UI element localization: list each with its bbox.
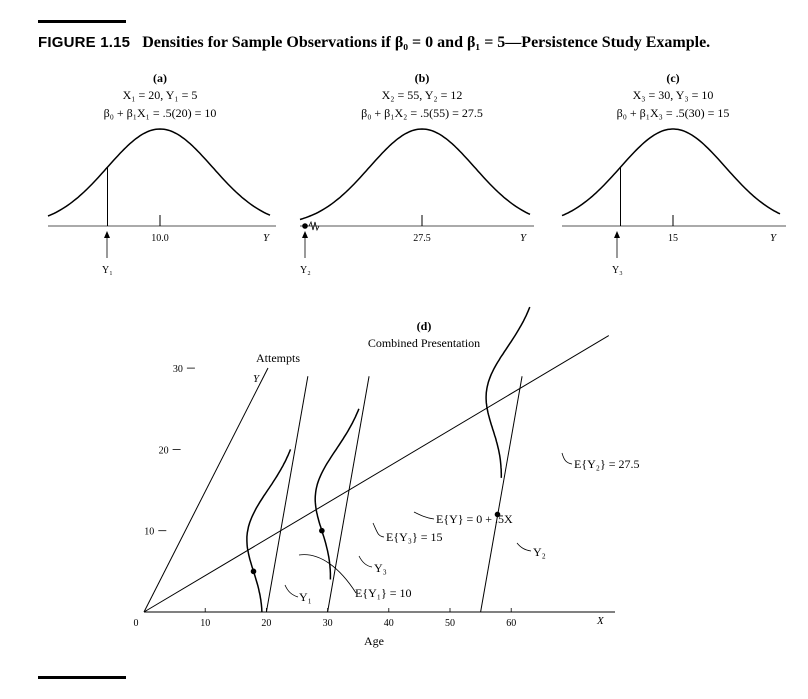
x-tick-label: 10 [200,618,210,629]
panel-d-tag: (d) [417,319,432,333]
panel-a-obs-label: Y₁ [102,265,113,276]
mean-y3-label: E{Y₃} = 15 [386,530,442,544]
panel-b-observation-dot [302,223,308,229]
combined-density-curves [246,306,531,613]
x-ticks: 0 10 20 30 40 50 60 [134,608,516,629]
x-tick-label: 50 [445,618,455,629]
obs-y2-leader [516,542,532,552]
observation-slant-line-3 [480,376,523,613]
combined-density-1 [246,449,292,613]
panel-c-tag: (c) [666,71,679,85]
y-tick-label: 20 [159,445,169,456]
panel-b-axis-break [308,220,320,232]
obs-y1-leader [284,584,299,598]
y-tick-label: 10 [144,527,154,538]
panel-a-mean-text: β₀ + β₁X₁ = .5(20) = 10 [104,106,217,120]
mean-y2-leader [561,452,573,465]
y-axis-slanted [143,367,269,613]
mean-y3-leader [372,522,385,538]
observation-slant-line-1 [265,376,309,613]
x-axis-letter: X [596,615,605,627]
obs-y3-leader [358,555,373,568]
mean-y2-label: E{Y₂} = 27.5 [574,457,639,471]
figure-label: FIGURE 1.15 [38,34,131,51]
panel-b-tag: (b) [415,71,430,85]
x-tick-label: 60 [506,618,516,629]
figure-title: Densities for Sample Observations if β₀ … [142,34,711,51]
y-axis-letter: Y [253,373,261,385]
panel-c-density-curve [561,128,781,217]
panel-c-center-label: 15 [668,233,678,244]
panel-a: (a) X₁ = 20, Y₁ = 5 β₀ + β₁X₁ = .5(20) =… [47,71,276,276]
panel-d-title: Combined Presentation [368,336,480,350]
y-tick-label: 30 [173,364,183,375]
regression-label: E{Y} = 0 + .5X [436,512,513,526]
panel-b-obs-text: X₂ = 55, Y₂ = 12 [382,88,463,102]
observation-point-3 [494,511,501,518]
panel-a-obs-text: X₁ = 20, Y₁ = 5 [123,88,198,102]
panel-c-arrowhead [614,231,620,238]
x-axis-title: Age [364,634,384,648]
x-tick-label: 0 [134,618,139,629]
observation-points [250,511,501,575]
panel-a-density-curve [47,128,271,217]
x-tick-label: 40 [384,618,394,629]
panel-c-obs-label: Y₃ [612,265,623,276]
panel-b-obs-label: Y₂ [300,265,311,276]
panel-b-arrowhead [302,231,308,238]
observation-point-2 [319,527,325,534]
panel-a-arrowhead [104,231,110,238]
observation-slant-line-2 [327,376,370,613]
panel-b-density-curve [299,128,531,221]
bottom-rule [38,676,126,679]
x-tick-label: 20 [261,618,271,629]
obs-y2-label: Y₂ [533,545,546,559]
panel-c-mean-text: β₀ + β₁X₃ = .5(30) = 15 [617,106,730,120]
regression-label-leader [413,511,435,520]
x-tick-label: 30 [323,618,333,629]
mean-y1-leader [298,554,357,594]
panel-a-center-label: 10.0 [151,233,169,244]
panel-c-obs-text: X₃ = 30, Y₃ = 10 [633,88,714,102]
figure-caption: FIGURE 1.15 Densities for Sample Observa… [38,34,710,52]
panel-a-axis-letter: Y [263,232,271,244]
panel-a-tag: (a) [153,71,167,85]
regression-line [143,335,610,613]
panel-c: (c) X₃ = 30, Y₃ = 10 β₀ + β₁X₃ = .5(30) … [561,71,786,276]
top-rule [38,20,126,23]
observation-point-1 [250,568,257,575]
panel-b-center-label: 27.5 [413,233,431,244]
obs-y1-label: Y₁ [299,590,312,604]
panel-b-axis-letter: Y [520,232,528,244]
panel-b-mean-text: β₀ + β₁X₂ = .5(55) = 27.5 [361,106,483,120]
panel-d: (d) Combined Presentation Attempts Y X A… [134,306,639,648]
panel-b: (b) X₂ = 55, Y₂ = 12 β₀ + β₁X₂ = .5(55) … [299,71,534,276]
mean-y1-label: E{Y₁} = 10 [355,586,411,600]
y-axis-title: Attempts [256,351,300,365]
y-ticks: 10 20 30 [144,364,195,538]
combined-density-2 [314,408,360,580]
observation-slant-lines [265,376,523,613]
combined-density-3 [485,306,531,478]
obs-y3-label: Y₃ [374,561,387,575]
panel-c-axis-letter: Y [770,232,778,244]
